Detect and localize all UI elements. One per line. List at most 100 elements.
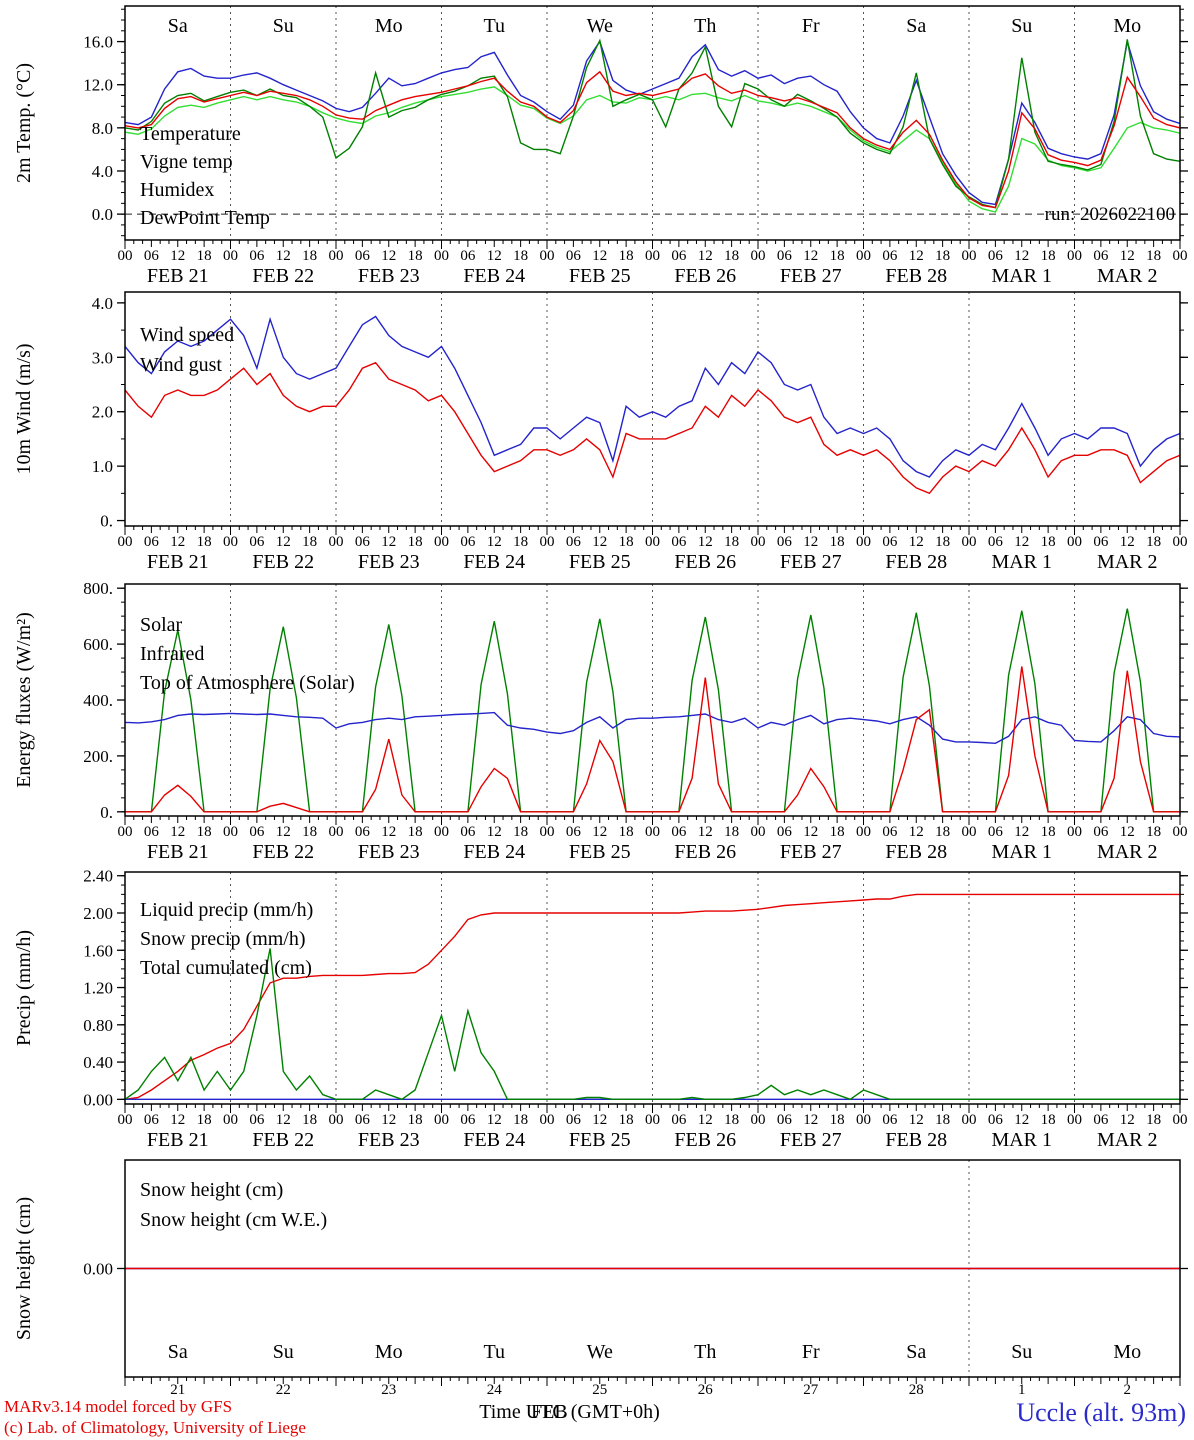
hour-tick-label: 00 bbox=[540, 248, 555, 264]
hour-tick-label: 00 bbox=[329, 1112, 344, 1128]
y-tick-label: 0.00 bbox=[83, 1090, 113, 1109]
hour-tick-label: 06 bbox=[355, 534, 371, 550]
hour-tick-label: 18 bbox=[197, 1112, 212, 1128]
date-label: FEB 28 bbox=[885, 265, 947, 287]
hour-tick-label: 18 bbox=[1041, 824, 1056, 840]
hour-tick-label: 06 bbox=[882, 534, 898, 550]
hour-tick-label: 18 bbox=[302, 824, 317, 840]
day-name-top: Fr bbox=[802, 15, 820, 37]
hour-tick-label: 06 bbox=[460, 248, 476, 264]
date-label: FEB 26 bbox=[674, 265, 736, 287]
day-name-top: Su bbox=[1011, 15, 1032, 37]
day-name-top: Sa bbox=[168, 15, 188, 37]
hour-tick-label: 06 bbox=[1093, 1112, 1109, 1128]
day-name-bottom: Sa bbox=[168, 1341, 188, 1363]
hour-tick-label: 18 bbox=[724, 534, 739, 550]
hour-tick-label: 18 bbox=[830, 1112, 845, 1128]
day-name-top: We bbox=[587, 15, 613, 37]
hour-tick-label: 18 bbox=[197, 534, 212, 550]
day-number: 2 bbox=[1124, 1382, 1132, 1398]
run-label: run: 2026022100 bbox=[1044, 204, 1175, 225]
hour-tick-label: 18 bbox=[1041, 248, 1056, 264]
date-label: FEB 27 bbox=[780, 1129, 842, 1151]
hour-tick-label: 18 bbox=[302, 248, 317, 264]
hour-tick-label: 00 bbox=[1173, 248, 1188, 264]
y-tick-label: 0.80 bbox=[83, 1016, 113, 1035]
day-number: 23 bbox=[381, 1382, 396, 1398]
hour-tick-label: 12 bbox=[803, 1112, 818, 1128]
legend-temperature: Temperature bbox=[140, 123, 241, 145]
legend-top-of-atmosphere-solar: Top of Atmosphere (Solar) bbox=[140, 672, 355, 694]
hour-tick-label: 06 bbox=[355, 248, 371, 264]
date-label: FEB 27 bbox=[780, 841, 842, 863]
hour-tick-label: 00 bbox=[223, 248, 238, 264]
hour-tick-label: 06 bbox=[144, 534, 160, 550]
hour-tick-label: 06 bbox=[882, 824, 898, 840]
hour-tick-label: 06 bbox=[460, 534, 476, 550]
hour-tick-label: 18 bbox=[830, 248, 845, 264]
legend-dewpoint-temp: DewPoint Temp bbox=[140, 207, 270, 229]
hour-tick-label: 06 bbox=[566, 534, 582, 550]
hour-tick-label: 00 bbox=[329, 248, 344, 264]
y-tick-label: 2.40 bbox=[83, 867, 113, 886]
y-tick-label: 0. bbox=[100, 803, 113, 822]
date-label: FEB 27 bbox=[780, 551, 842, 573]
hour-tick-label: 06 bbox=[988, 534, 1004, 550]
hour-tick-label: 12 bbox=[381, 824, 396, 840]
hour-tick-label: 18 bbox=[935, 534, 950, 550]
hour-tick-label: 06 bbox=[566, 1112, 582, 1128]
hour-tick-label: 00 bbox=[1067, 1112, 1082, 1128]
hour-tick-label: 06 bbox=[671, 824, 687, 840]
hour-tick-label: 06 bbox=[1093, 824, 1109, 840]
day-name-bottom: Tu bbox=[483, 1341, 505, 1363]
y-tick-label: 1.20 bbox=[83, 979, 113, 998]
model-credit-line: MARv3.14 model forced by GFS bbox=[4, 1397, 233, 1416]
hour-tick-label: 12 bbox=[1014, 248, 1029, 264]
legend-liquid-precip-mm-h: Liquid precip (mm/h) bbox=[140, 899, 313, 921]
hour-tick-label: 18 bbox=[619, 534, 634, 550]
hour-tick-label: 18 bbox=[935, 824, 950, 840]
legend-snow-precip-mm-h: Snow precip (mm/h) bbox=[140, 928, 306, 950]
station-label: Uccle (alt. 93m) bbox=[1016, 1398, 1186, 1427]
y-tick-label: 4.0 bbox=[92, 294, 113, 313]
hour-tick-label: 00 bbox=[329, 824, 344, 840]
hour-tick-label: 12 bbox=[1014, 1112, 1029, 1128]
hour-tick-label: 00 bbox=[962, 534, 977, 550]
hour-tick-label: 12 bbox=[698, 534, 713, 550]
hour-tick-label: 00 bbox=[1173, 534, 1188, 550]
hour-tick-label: 18 bbox=[724, 248, 739, 264]
hour-tick-label: 12 bbox=[698, 1112, 713, 1128]
y-axis-title: Energy fluxes (W/m²) bbox=[13, 612, 35, 788]
hour-tick-label: 12 bbox=[487, 824, 502, 840]
y-tick-label: 0. bbox=[100, 512, 113, 531]
y-tick-label: 1.60 bbox=[83, 941, 113, 960]
day-name-bottom: Th bbox=[694, 1341, 716, 1363]
hour-tick-label: 00 bbox=[645, 824, 660, 840]
hour-tick-label: 12 bbox=[487, 534, 502, 550]
hour-tick-label: 00 bbox=[223, 824, 238, 840]
hour-tick-label: 06 bbox=[566, 248, 582, 264]
date-label: FEB 22 bbox=[252, 841, 314, 863]
date-label: FEB 21 bbox=[147, 265, 209, 287]
legend-vigne-temp: Vigne temp bbox=[140, 151, 233, 173]
date-label: FEB 22 bbox=[252, 551, 314, 573]
series-wind-gust bbox=[125, 315, 1180, 478]
day-number: 1 bbox=[1018, 1382, 1026, 1398]
hour-tick-label: 18 bbox=[197, 248, 212, 264]
hour-tick-label: 12 bbox=[276, 824, 291, 840]
series-wind-speed bbox=[125, 361, 1180, 495]
y-tick-label: 2.0 bbox=[92, 403, 113, 422]
day-name-top: Th bbox=[694, 15, 716, 37]
date-label: FEB 25 bbox=[569, 1129, 631, 1151]
hour-tick-label: 06 bbox=[777, 534, 793, 550]
date-label: FEB 24 bbox=[463, 1129, 525, 1151]
hour-tick-label: 06 bbox=[355, 1112, 371, 1128]
hour-tick-label: 18 bbox=[619, 248, 634, 264]
hour-tick-label: 18 bbox=[1146, 1112, 1161, 1128]
y-tick-label: 16.0 bbox=[83, 33, 113, 52]
day-name-top: Sa bbox=[906, 15, 926, 37]
day-name-top: Mo bbox=[375, 15, 403, 37]
hour-tick-label: 00 bbox=[118, 248, 133, 264]
hour-tick-label: 12 bbox=[276, 248, 291, 264]
